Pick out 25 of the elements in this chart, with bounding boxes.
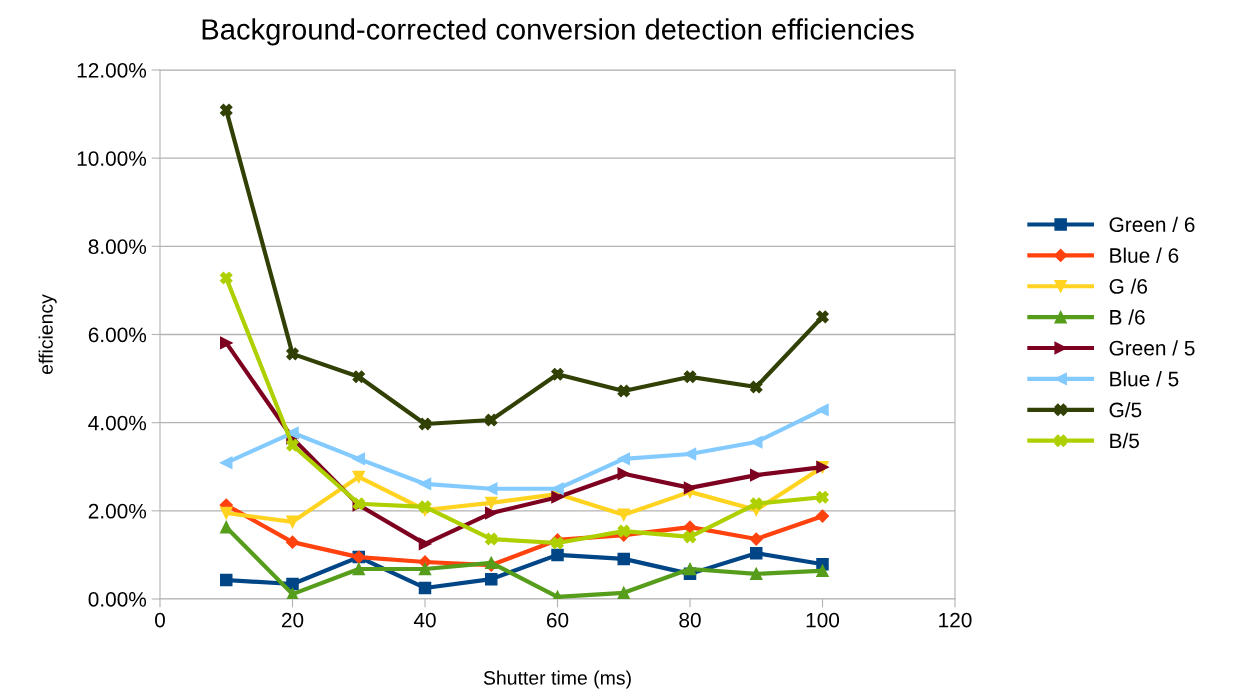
legend-label: Blue / 6 — [1110, 247, 1179, 263]
legend-label: G/5 — [1109, 401, 1142, 418]
legend-label: Blue / 5 — [1110, 371, 1179, 387]
legend-label: G /6 — [1109, 278, 1148, 294]
x-tick-label: 80 — [679, 612, 701, 628]
x-tick-label: 100 — [806, 612, 840, 628]
y-tick-label: 2.00% — [88, 503, 147, 519]
x-tick-label: 0 — [155, 612, 165, 628]
x-tick-label: 120 — [939, 612, 972, 628]
legend-label: B/5 — [1110, 432, 1139, 449]
x-tick-label: 40 — [413, 612, 436, 628]
y-tick-label: 0.00% — [88, 592, 147, 607]
x-tick-label: 20 — [281, 612, 304, 628]
y-tick-label: 10.00% — [77, 151, 147, 166]
x-tick-label: 60 — [546, 612, 569, 628]
x-axis-title: Shutter time (ms) — [483, 670, 631, 689]
y-axis-title: efficiency — [38, 294, 57, 375]
y-tick-label: 4.00% — [88, 415, 147, 431]
y-tick-label: 12.00% — [77, 63, 147, 78]
y-tick-label: 6.00% — [88, 327, 147, 343]
legend-label: B /6 — [1110, 309, 1145, 325]
legend-label: Green / 5 — [1109, 340, 1195, 356]
y-tick-label: 8.00% — [88, 239, 147, 255]
legend-label: Green / 6 — [1109, 216, 1195, 233]
chart-title: Background-corrected conversion detection efficiencies — [202, 18, 914, 46]
